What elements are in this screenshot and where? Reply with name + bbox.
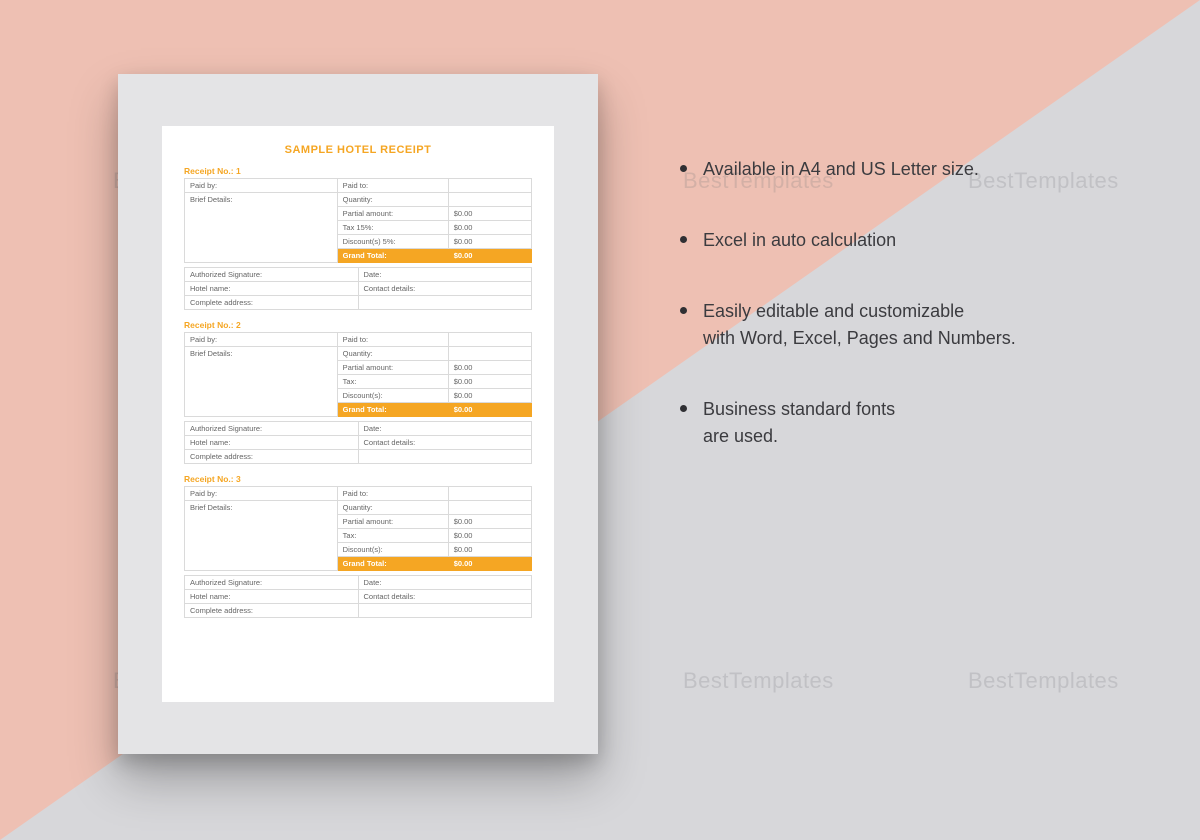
cell-label: Paid by:	[185, 487, 338, 501]
cell-label: Quantity:	[337, 347, 448, 361]
cell-label: Partial amount:	[337, 515, 448, 529]
cell-label: Paid to:	[337, 487, 448, 501]
meta-cell	[358, 296, 532, 310]
meta-cell: Date:	[358, 422, 532, 436]
total-value: $0.00	[448, 249, 531, 263]
bullet-icon	[680, 405, 687, 412]
bullet-icon	[680, 165, 687, 172]
receipt-header: Receipt No.: 2	[184, 320, 532, 330]
receipt-header: Receipt No.: 1	[184, 166, 532, 176]
cell-value: $0.00	[448, 543, 531, 557]
meta-cell: Complete address:	[185, 296, 359, 310]
cell-label: Brief Details:	[185, 193, 338, 263]
meta-cell: Contact details:	[358, 436, 532, 450]
cell-value	[448, 501, 531, 515]
feature-text: Excel in auto calculation	[703, 227, 896, 254]
meta-cell: Complete address:	[185, 604, 359, 618]
cell-value: $0.00	[448, 207, 531, 221]
receipt-meta-table: Authorized Signature:Date:Hotel name:Con…	[184, 421, 532, 464]
meta-cell: Contact details:	[358, 282, 532, 296]
cell-label: Paid by:	[185, 333, 338, 347]
feature-item: Easily editable and customizablewith Wor…	[680, 298, 1140, 352]
cell-value: $0.00	[448, 389, 531, 403]
cell-label: Paid by:	[185, 179, 338, 193]
cell-value: $0.00	[448, 221, 531, 235]
receipt-meta-table: Authorized Signature:Date:Hotel name:Con…	[184, 575, 532, 618]
cell-value	[448, 193, 531, 207]
cell-label: Quantity:	[337, 501, 448, 515]
receipt-table: Paid by:Paid to:Brief Details:Quantity:P…	[184, 178, 532, 263]
bullet-icon	[680, 236, 687, 243]
cell-label: Discount(s):	[337, 389, 448, 403]
cell-value: $0.00	[448, 235, 531, 249]
feature-item: Excel in auto calculation	[680, 227, 1140, 254]
receipt-header: Receipt No.: 3	[184, 474, 532, 484]
receipt-table: Paid by:Paid to:Brief Details:Quantity:P…	[184, 332, 532, 417]
cell-label: Tax:	[337, 375, 448, 389]
watermark-text: BestTemplates	[968, 668, 1119, 694]
cell-label: Paid to:	[337, 333, 448, 347]
watermark-text: BestTemplates	[683, 668, 834, 694]
receipt-table: Paid by:Paid to:Brief Details:Quantity:P…	[184, 486, 532, 571]
receipt-section: Receipt No.: 3 Paid by:Paid to:Brief Deta…	[184, 474, 532, 618]
cell-label: Tax 15%:	[337, 221, 448, 235]
cell-value: $0.00	[448, 515, 531, 529]
total-label: Grand Total:	[337, 557, 448, 571]
meta-cell	[358, 604, 532, 618]
cell-value: $0.00	[448, 375, 531, 389]
cell-value	[448, 487, 531, 501]
total-label: Grand Total:	[337, 249, 448, 263]
meta-cell: Authorized Signature:	[185, 268, 359, 282]
meta-cell	[358, 450, 532, 464]
cell-value	[448, 347, 531, 361]
cell-value	[448, 179, 531, 193]
feature-item: Business standard fontsare used.	[680, 396, 1140, 450]
feature-item: Available in A4 and US Letter size.	[680, 156, 1140, 183]
cell-value: $0.00	[448, 361, 531, 375]
bullet-icon	[680, 307, 687, 314]
feature-list: Available in A4 and US Letter size. Excel…	[680, 156, 1140, 494]
feature-text: Available in A4 and US Letter size.	[703, 156, 979, 183]
receipt-document: SAMPLE HOTEL RECEIPT Receipt No.: 1 Paid …	[162, 126, 554, 702]
meta-cell: Authorized Signature:	[185, 576, 359, 590]
cell-label: Quantity:	[337, 193, 448, 207]
meta-cell: Authorized Signature:	[185, 422, 359, 436]
receipt-section: Receipt No.: 2 Paid by:Paid to:Brief Deta…	[184, 320, 532, 464]
cell-label: Tax:	[337, 529, 448, 543]
meta-cell: Date:	[358, 576, 532, 590]
document-title: SAMPLE HOTEL RECEIPT	[184, 144, 532, 156]
receipt-section: Receipt No.: 1 Paid by:Paid to:Brief Deta…	[184, 166, 532, 310]
cell-label: Paid to:	[337, 179, 448, 193]
meta-cell: Date:	[358, 268, 532, 282]
total-value: $0.00	[448, 403, 531, 417]
template-card: SAMPLE HOTEL RECEIPT Receipt No.: 1 Paid …	[118, 74, 598, 754]
meta-cell: Complete address:	[185, 450, 359, 464]
receipt-meta-table: Authorized Signature:Date:Hotel name:Con…	[184, 267, 532, 310]
cell-label: Discount(s) 5%:	[337, 235, 448, 249]
meta-cell: Hotel name:	[185, 282, 359, 296]
meta-cell: Hotel name:	[185, 436, 359, 450]
cell-label: Discount(s):	[337, 543, 448, 557]
feature-text: Business standard fontsare used.	[703, 396, 895, 450]
total-value: $0.00	[448, 557, 531, 571]
cell-label: Brief Details:	[185, 501, 338, 571]
cell-value: $0.00	[448, 529, 531, 543]
cell-value	[448, 333, 531, 347]
cell-label: Partial amount:	[337, 207, 448, 221]
meta-cell: Hotel name:	[185, 590, 359, 604]
meta-cell: Contact details:	[358, 590, 532, 604]
total-label: Grand Total:	[337, 403, 448, 417]
cell-label: Partial amount:	[337, 361, 448, 375]
cell-label: Brief Details:	[185, 347, 338, 417]
feature-text: Easily editable and customizablewith Wor…	[703, 298, 1016, 352]
